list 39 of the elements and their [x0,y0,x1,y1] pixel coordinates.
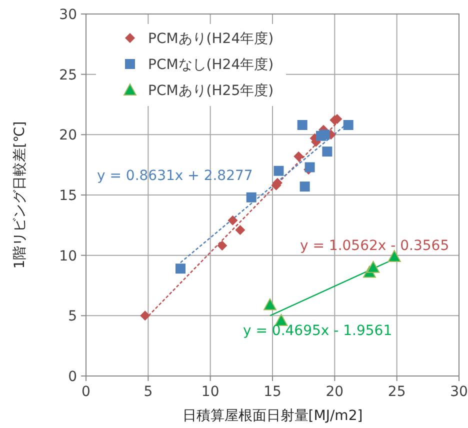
annotation: y = 0.4695x - 1.9561 [243,323,392,339]
point [175,264,186,274]
legend-label: PCMなし(H24年度) [148,57,274,73]
x-axis-title: 日積算屋根面日射量[MJ/m2] [182,408,363,424]
point [246,192,256,202]
x-tick-label: 25 [388,384,406,400]
x-tick-label: 20 [326,384,344,400]
point [235,224,246,235]
x-tick-label: 30 [450,384,468,400]
y-tick-label: 25 [59,67,77,84]
point [320,130,330,140]
point [228,215,238,226]
point [304,162,315,172]
point [366,260,380,273]
point [264,298,277,310]
point [300,182,310,192]
annotation: y = 1.0562x - 0.3565 [300,238,450,254]
annotation: y = 0.8631x + 2.8277 [97,168,253,184]
x-tick-label: 0 [82,384,90,400]
point [294,151,304,162]
x-tick-label: 5 [144,384,153,400]
point [297,120,308,130]
point [140,310,150,321]
x-tick-label: 10 [201,384,220,400]
legend-label: PCMあり(H25年度) [148,83,274,99]
x-tick-label: 15 [264,384,282,400]
point [274,166,284,176]
legend-label: PCMあり(H24年度) [148,31,274,47]
y-tick-label: 15 [59,188,77,204]
y-tick-label: 20 [59,128,77,144]
point [343,120,354,130]
y-tick-label: 10 [59,248,77,264]
point [217,240,228,251]
point [322,146,332,157]
point [388,250,401,262]
y-tick-label: 0 [68,369,77,385]
y-tick-label: 5 [68,308,77,325]
y-axis-title: 1階リビング日較差[℃] [12,121,28,269]
y-tick-label: 30 [59,7,77,23]
